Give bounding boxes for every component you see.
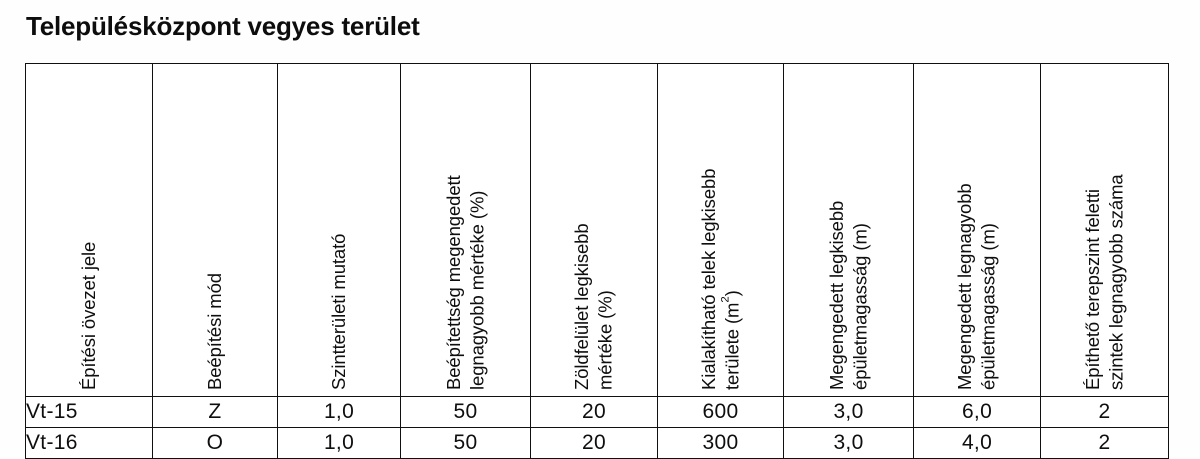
cell-zone-code: Vt-16: [25, 427, 153, 459]
column-header-min-building-height: Megengedett legkisebb épületmagasság (m): [783, 63, 914, 397]
column-header-label: Építési övezet jele: [77, 241, 99, 390]
cell-min-green-pct: 20: [530, 396, 658, 428]
cell-max-built-pct: 50: [400, 396, 531, 428]
cell-building-mode: Z: [152, 396, 278, 428]
cell-floor-area-idx: 1,0: [277, 427, 401, 459]
cell-floor-area-idx: 1,0: [277, 396, 401, 428]
column-header-zone-code: Építési övezet jele: [25, 63, 153, 397]
cell-min-lot-area: 600: [657, 396, 784, 428]
column-header-label: Szintterületi mutató: [327, 233, 349, 390]
cell-max-height: 6,0: [913, 396, 1041, 428]
cell-min-height: 3,0: [783, 396, 914, 428]
cell-max-height: 4,0: [913, 427, 1041, 459]
cell-max-built-pct: 50: [400, 427, 531, 459]
column-header-label: Beépítettség megengedett legnagyobb mért…: [442, 175, 488, 390]
column-header-label: Beépítési mód: [203, 273, 225, 390]
column-header-label: Megengedett legkisebb épületmagasság (m): [825, 200, 871, 390]
column-header-label: Zöldfelület legkisebb mértéke (%): [571, 223, 616, 390]
zoning-parameters-table: Építési övezet jele Beépítési mód Szintt…: [25, 63, 1169, 459]
cell-max-storeys: 2: [1040, 396, 1169, 428]
column-header-max-building-height: Megengedett legnagyobb épületmagasság (m…: [913, 63, 1041, 397]
column-header-max-storeys: Építhető terepszint feletti szintek legn…: [1040, 63, 1169, 397]
cell-max-storeys: 2: [1040, 427, 1169, 459]
cell-building-mode: O: [152, 427, 278, 459]
table-body: Vt-15 Z 1,0 50 20 600 3,0 6,0 2 Vt-16 O …: [25, 396, 1169, 459]
column-header-label: Építhető terepszint feletti szintek legn…: [1081, 174, 1127, 390]
column-header-min-lot-area: Kialakítható telek legkisebb területe (m…: [657, 63, 784, 397]
page-title: Településközpont vegyes terület: [26, 11, 420, 41]
cell-zone-code: Vt-15: [25, 396, 153, 428]
cell-min-lot-area: 300: [657, 427, 784, 459]
cell-min-height: 3,0: [783, 427, 914, 459]
column-header-max-built-percentage: Beépítettség megengedett legnagyobb mért…: [400, 63, 531, 397]
table-row: Vt-15 Z 1,0 50 20 600 3,0 6,0 2: [25, 396, 1169, 428]
column-header-min-green-percentage: Zöldfelület legkisebb mértéke (%): [530, 63, 658, 397]
cell-min-green-pct: 20: [530, 427, 658, 459]
column-header-floor-area-index: Szintterületi mutató: [277, 63, 401, 397]
table-row: Vt-16 O 1,0 50 20 300 3,0 4,0 2: [25, 427, 1169, 459]
table-header-row: Építési övezet jele Beépítési mód Szintt…: [25, 63, 1169, 397]
column-header-label: Megengedett legnagyobb épületmagasság (m…: [954, 183, 999, 390]
column-header-building-mode: Beépítési mód: [152, 63, 278, 397]
column-header-label: Kialakítható telek legkisebb területe (m…: [697, 168, 743, 390]
